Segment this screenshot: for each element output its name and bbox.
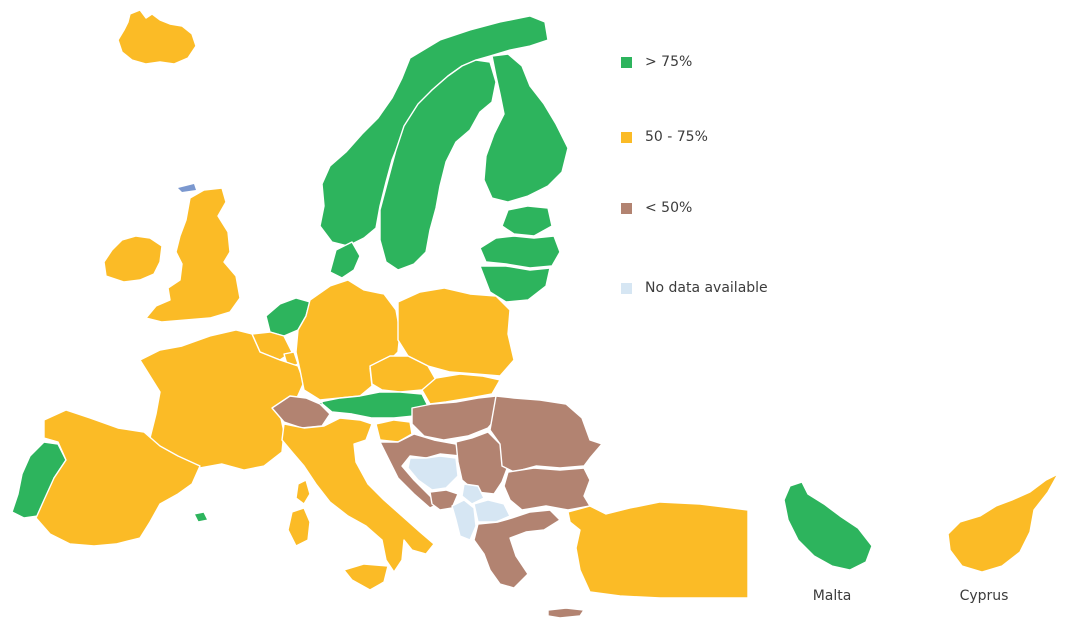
legend-swatch-mid [621, 131, 632, 143]
country-slovenia[interactable] [375, 419, 413, 443]
legend-swatch-low [621, 202, 632, 214]
country-cyprus[interactable] [947, 473, 1059, 573]
country-bosnia-and-herzegovina[interactable] [407, 455, 459, 491]
country-serbia[interactable] [455, 431, 509, 495]
country-corsica[interactable] [295, 479, 311, 505]
country-turkey[interactable] [567, 501, 749, 599]
legend-swatch-nodata [621, 282, 632, 294]
country-kosovo[interactable] [461, 483, 485, 505]
country-sardinia[interactable] [287, 507, 311, 547]
country-iceland[interactable] [117, 9, 197, 65]
country-switzerland[interactable] [271, 395, 331, 429]
country-sicily[interactable] [343, 563, 389, 591]
country-croatia[interactable] [379, 433, 461, 509]
legend-swatch-high [621, 56, 632, 68]
legend-item-low: < 50% [621, 200, 692, 216]
country-united-kingdom[interactable] [145, 187, 241, 323]
legend-item-mid: 50 - 75% [621, 129, 708, 145]
country-ireland[interactable] [103, 235, 163, 283]
malta-label: Malta [812, 588, 852, 604]
country-finland[interactable] [483, 53, 569, 203]
country-sweden[interactable] [379, 59, 497, 271]
scotland-accent-mark [178, 184, 196, 192]
country-albania[interactable] [451, 499, 477, 541]
country-italy[interactable] [281, 417, 435, 573]
country-malta[interactable] [783, 481, 873, 571]
legend-label-nodata: No data available [645, 280, 768, 296]
country-mallorca[interactable] [193, 511, 209, 523]
legend-item-nodata: No data available [621, 280, 768, 296]
country-romania[interactable] [489, 395, 603, 473]
legend-label-high: > 75% [645, 54, 693, 70]
country-france[interactable] [139, 329, 305, 471]
country-north-macedonia[interactable] [473, 499, 511, 523]
country-latvia[interactable] [479, 235, 561, 269]
cyprus-label: Cyprus [959, 588, 1009, 604]
legend-label-low: < 50% [645, 200, 693, 216]
legend-label-mid: 50 - 75% [645, 129, 708, 145]
country-bulgaria[interactable] [503, 467, 591, 511]
country-estonia[interactable] [501, 205, 553, 237]
country-denmark[interactable] [329, 241, 361, 279]
country-crete[interactable] [547, 607, 585, 619]
legend-item-high: > 75% [621, 54, 692, 70]
country-greece[interactable] [473, 509, 561, 589]
country-spain[interactable] [35, 409, 201, 547]
